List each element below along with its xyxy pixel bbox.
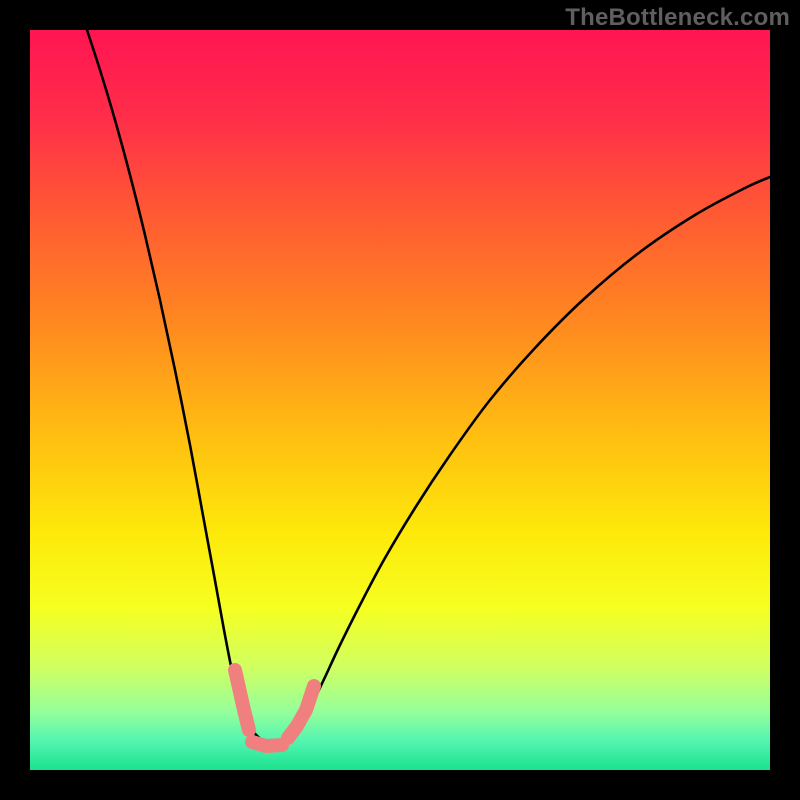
chart-frame: TheBottleneck.com	[0, 0, 800, 800]
valley-segment	[252, 742, 282, 746]
chart-svg	[30, 30, 770, 770]
plot-area	[30, 30, 770, 770]
watermark-text: TheBottleneck.com	[565, 4, 790, 32]
chart-background	[30, 30, 770, 770]
